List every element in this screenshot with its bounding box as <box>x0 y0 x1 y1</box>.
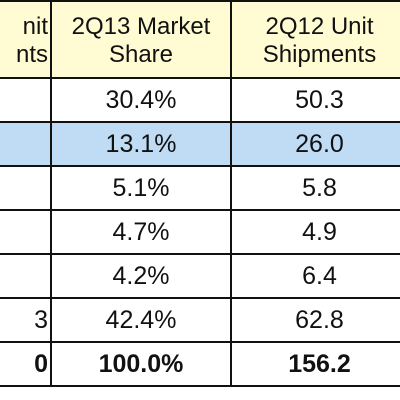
table-header: nit nts 2Q13 Market Share 2Q12 Unit Ship… <box>0 0 400 79</box>
header-cell-market-share: 2Q13 Market Share <box>50 0 232 79</box>
table-row: 30.4% 50.3 <box>0 77 400 123</box>
row-stub-cell: 3 <box>0 297 52 343</box>
header-cut-off-line-1: nit <box>22 12 48 40</box>
unit-shipments-cell: 50.3 <box>230 77 400 123</box>
header-row: nit nts 2Q13 Market Share 2Q12 Unit Ship… <box>0 0 400 79</box>
market-share-table: nit nts 2Q13 Market Share 2Q12 Unit Ship… <box>0 0 400 387</box>
header-cell-cut-off: nit nts <box>0 0 52 79</box>
header-cut-off-line-2: nts <box>15 40 48 68</box>
header-cell-unit-shipments: 2Q12 Unit Shipments <box>230 0 400 79</box>
unit-shipments-cell: 62.8 <box>230 297 400 343</box>
row-stub-cell: 0 <box>0 341 52 387</box>
unit-shipments-cell: 4.9 <box>230 209 400 255</box>
table-row: 4.2% 6.4 <box>0 253 400 299</box>
market-share-cell: 4.7% <box>50 209 232 255</box>
row-stub-cell <box>0 165 52 211</box>
unit-shipments-cell: 156.2 <box>230 341 400 387</box>
row-stub-cell <box>0 253 52 299</box>
unit-shipments-cell: 5.8 <box>230 165 400 211</box>
row-stub-cell <box>0 121 52 167</box>
header-market-share-line-2: Share <box>108 40 174 68</box>
market-share-cell: 13.1% <box>50 121 232 167</box>
table-row-total: 0 100.0% 156.2 <box>0 341 400 387</box>
header-market-share-line-1: 2Q13 Market <box>71 12 211 40</box>
market-share-cell: 100.0% <box>50 341 232 387</box>
table-row-highlighted: 13.1% 26.0 <box>0 121 400 167</box>
table-row: 4.7% 4.9 <box>0 209 400 255</box>
row-stub-cell <box>0 209 52 255</box>
market-share-cell: 30.4% <box>50 77 232 123</box>
table-body: 30.4% 50.3 13.1% 26.0 5.1% 5.8 4.7% 4.9 … <box>0 77 400 387</box>
market-share-cell: 42.4% <box>50 297 232 343</box>
header-unit-shipments-line-2: Shipments <box>262 40 377 68</box>
table-row: 5.1% 5.8 <box>0 165 400 211</box>
market-share-cell: 4.2% <box>50 253 232 299</box>
unit-shipments-cell: 26.0 <box>230 121 400 167</box>
table-row: 3 42.4% 62.8 <box>0 297 400 343</box>
header-unit-shipments-line-1: 2Q12 Unit <box>265 12 374 40</box>
market-share-cell: 5.1% <box>50 165 232 211</box>
row-stub-cell <box>0 77 52 123</box>
unit-shipments-cell: 6.4 <box>230 253 400 299</box>
